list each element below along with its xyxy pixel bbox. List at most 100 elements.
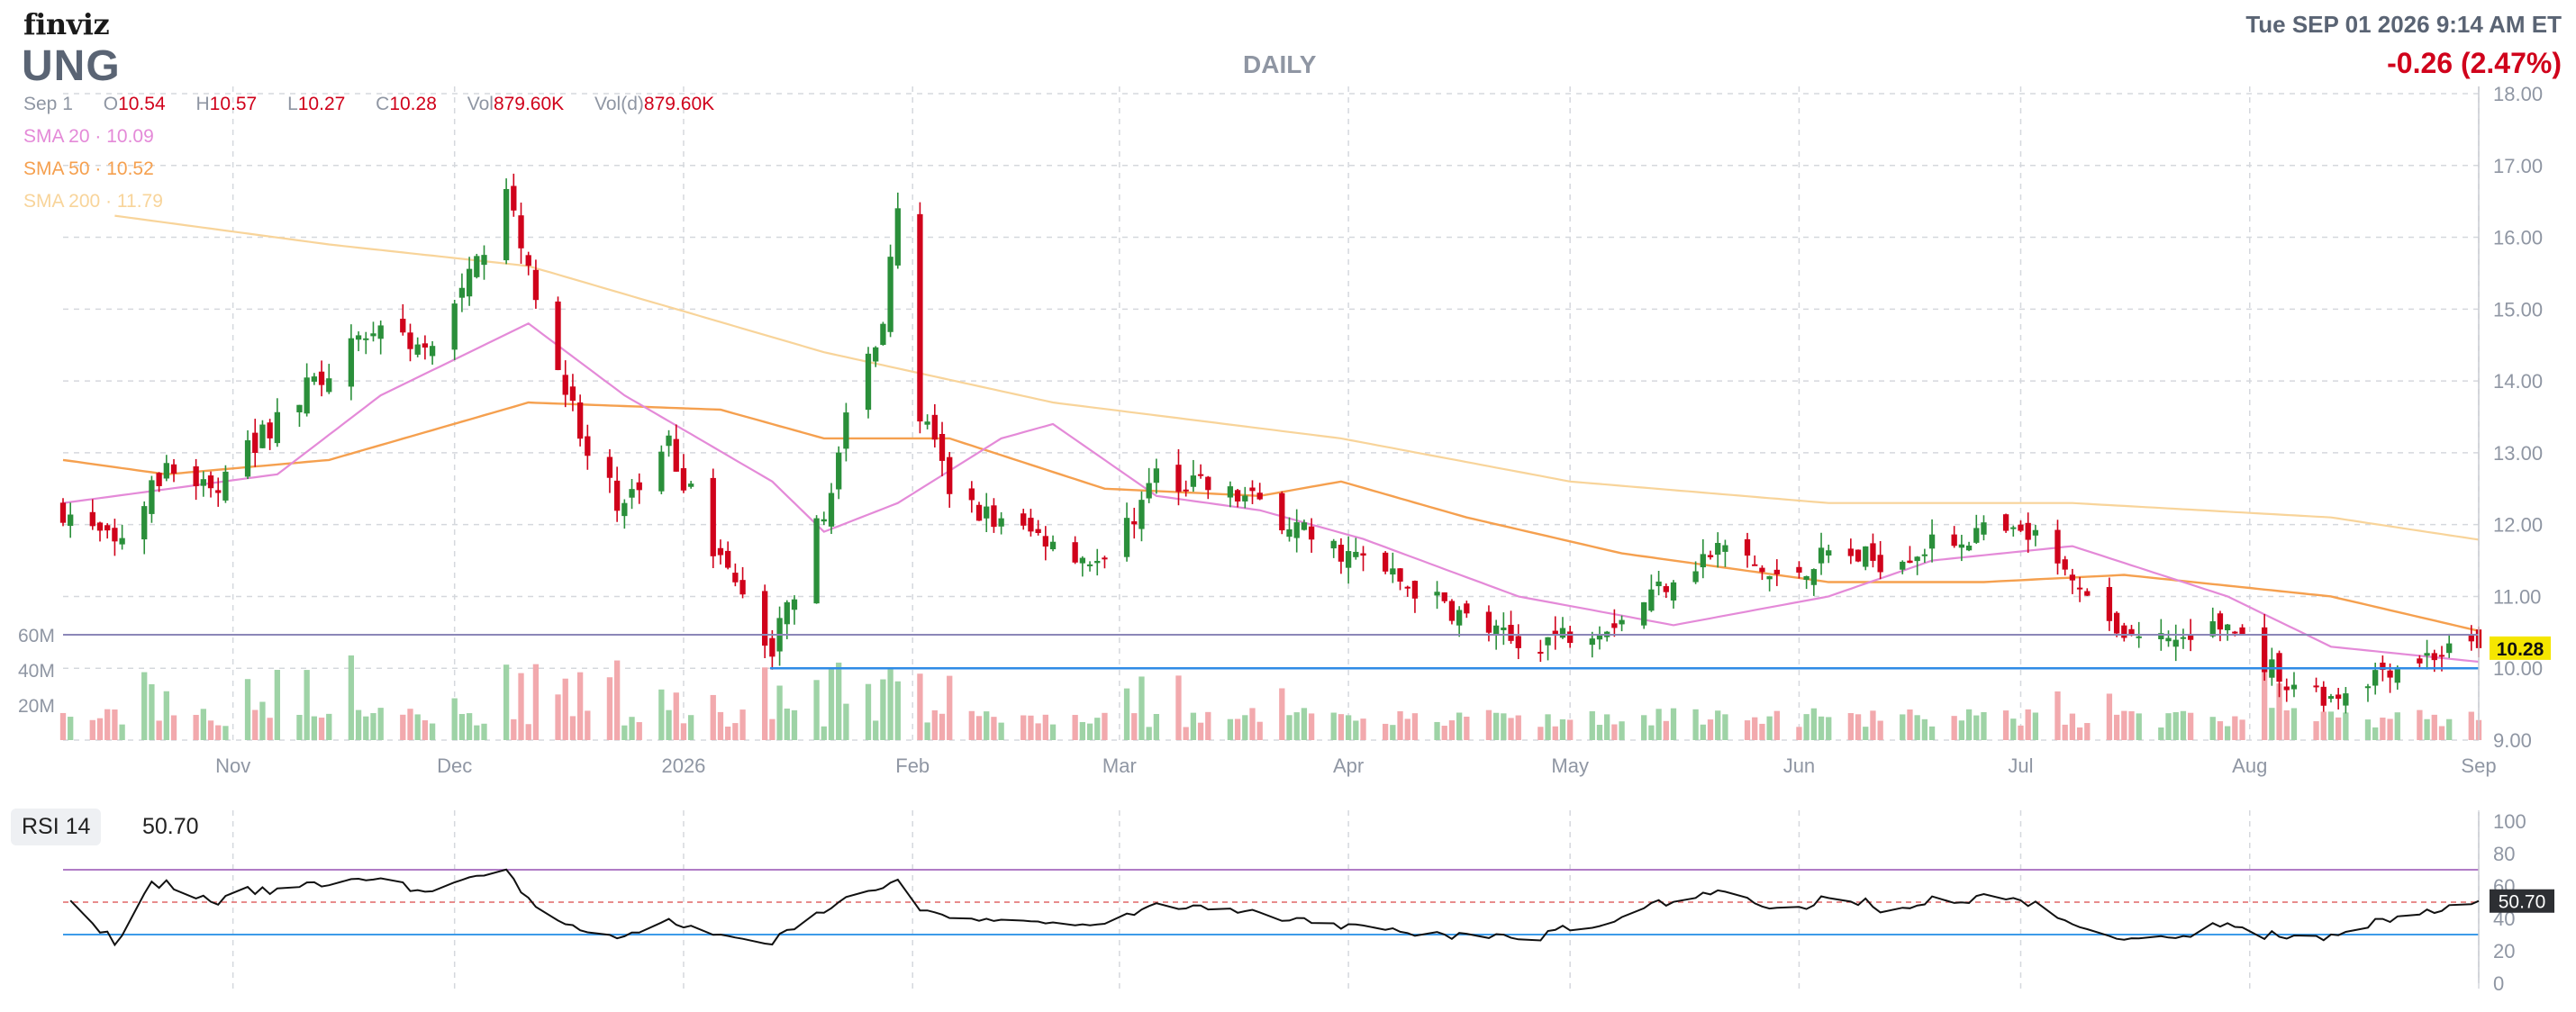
volume-bar xyxy=(1611,724,1618,740)
candle-body xyxy=(89,511,95,527)
candle-body xyxy=(1086,564,1093,566)
candle-body xyxy=(2438,655,2445,657)
volume-bar xyxy=(843,703,849,740)
candle-body xyxy=(739,580,746,595)
low-label: L xyxy=(287,94,298,114)
volume-bar xyxy=(1537,727,1544,740)
volume-bar xyxy=(2387,718,2393,740)
candle-body xyxy=(104,525,111,531)
candle-body xyxy=(422,343,429,348)
volume-bar xyxy=(1973,715,1980,740)
rsi-indicator-label[interactable]: RSI 14 xyxy=(11,809,102,845)
candle-body xyxy=(96,522,104,531)
sma200-legend[interactable]: SMA 200 · 11.79 xyxy=(23,191,163,212)
ticker-symbol: UNG xyxy=(22,42,121,90)
volume-bar xyxy=(791,709,798,740)
volume-bar xyxy=(1604,714,1610,740)
candle-body xyxy=(1773,569,1780,574)
volume-bar xyxy=(2239,719,2245,740)
candle-body xyxy=(2320,686,2327,706)
volume-bar xyxy=(1197,722,1204,740)
candle-body xyxy=(1663,586,1669,592)
volume-bar xyxy=(311,716,318,740)
volume-bar xyxy=(2025,709,2031,740)
volume-bar xyxy=(304,670,310,740)
volume-bar xyxy=(370,713,376,740)
candle-body xyxy=(717,547,724,556)
volume-bar xyxy=(629,717,635,740)
rsi-indicator-value: 50.70 xyxy=(142,814,199,839)
volume-bar xyxy=(2276,683,2282,740)
sma20-label: SMA 20 xyxy=(23,126,90,147)
sma20-legend[interactable]: SMA 20 · 10.09 xyxy=(23,126,154,147)
open-label: O xyxy=(103,94,119,114)
volume-tick-label: 20M xyxy=(18,696,55,717)
candle-body xyxy=(259,424,266,448)
high-value: 10.57 xyxy=(209,94,258,114)
candle-body xyxy=(1567,631,1574,644)
candle-body xyxy=(2364,686,2372,689)
sma50-label: SMA 50 xyxy=(23,158,90,179)
last-price-tag xyxy=(2490,636,2551,660)
volume-bar xyxy=(1981,711,1987,740)
candle-body xyxy=(451,303,458,350)
volume-bar xyxy=(96,718,104,740)
candle-body xyxy=(2002,514,2009,531)
volume-bar xyxy=(1900,714,1906,740)
volume-bar xyxy=(1648,725,1655,740)
volume-bar xyxy=(355,709,362,740)
volume-bar xyxy=(458,714,466,740)
volume-bar xyxy=(400,714,406,740)
candle-body xyxy=(1907,560,1913,564)
volume-bar xyxy=(975,716,983,740)
candle-body xyxy=(1803,575,1810,580)
month-tick-label: Aug xyxy=(2232,754,2267,777)
price-tick-label: 16.00 xyxy=(2493,227,2543,249)
volume-bar xyxy=(2364,719,2372,740)
volume-bar xyxy=(1464,716,1470,740)
volume-bar xyxy=(636,722,642,740)
candle-body xyxy=(1545,637,1551,646)
candle-body xyxy=(1256,492,1263,500)
candle-body xyxy=(1411,581,1419,599)
candle-body xyxy=(931,414,938,440)
candle-body xyxy=(887,257,893,332)
volume-bar xyxy=(252,709,259,740)
volume-bar xyxy=(1234,718,1241,740)
candle-body xyxy=(296,404,303,412)
price-tick-label: 10.00 xyxy=(2493,657,2543,680)
sma50-legend[interactable]: SMA 50 · 10.52 xyxy=(23,158,154,179)
volume-bar xyxy=(2269,708,2275,740)
candle-body xyxy=(1700,554,1706,568)
candle-body xyxy=(1759,567,1765,573)
volume-bar xyxy=(326,713,332,740)
volume-bar xyxy=(2084,723,2091,740)
candle-body xyxy=(1537,651,1544,654)
volume-bar xyxy=(1752,717,1758,740)
volume-bar xyxy=(1826,717,1832,740)
volume-bar xyxy=(1102,712,1108,740)
volume-bar xyxy=(2121,710,2127,740)
candle-body xyxy=(1515,636,1521,648)
volume-bar xyxy=(673,692,679,740)
candle-body xyxy=(975,504,983,521)
month-tick-label: Jun xyxy=(1783,754,1815,777)
candle-body xyxy=(1183,489,1189,492)
volume-bar xyxy=(1515,715,1521,740)
candle-body xyxy=(1079,557,1086,564)
candle-body xyxy=(939,434,946,461)
volume-bar xyxy=(1153,714,1160,740)
volume-bar xyxy=(2113,714,2120,740)
candle-body xyxy=(1973,528,1980,543)
finviz-logo[interactable]: finviz xyxy=(23,7,110,41)
candle-body xyxy=(163,463,169,479)
volume-bar xyxy=(769,718,776,740)
volume-bar xyxy=(200,709,206,740)
rsi-line xyxy=(69,868,2480,947)
volume-bar xyxy=(784,708,790,740)
volume-bar xyxy=(1847,713,1854,740)
volume-tick-label: 40M xyxy=(18,661,55,682)
last-price-label: 10.28 xyxy=(2497,639,2544,660)
